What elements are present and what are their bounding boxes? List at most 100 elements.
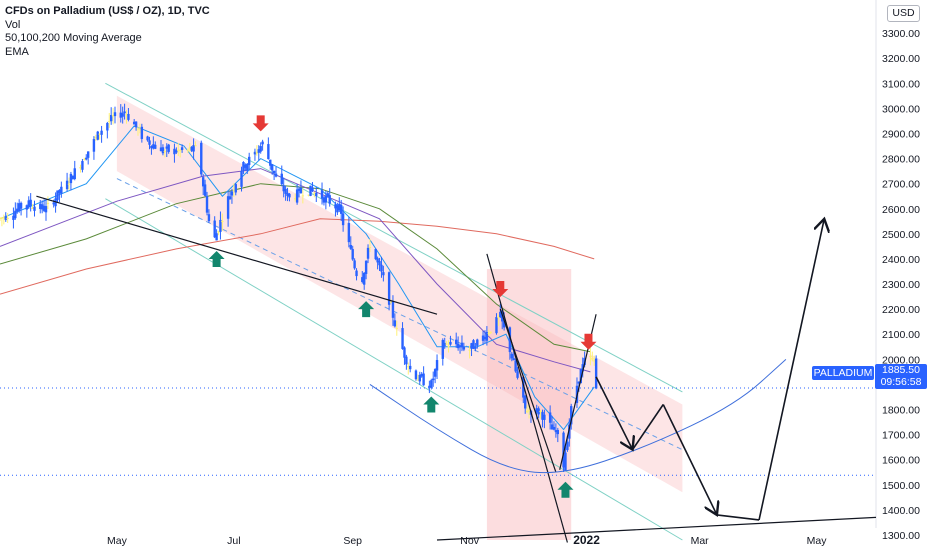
candle-body (108, 120, 111, 122)
candle-body (161, 147, 165, 154)
candle-body (134, 121, 138, 128)
candle-body (363, 272, 366, 285)
down-arrow-icon (252, 115, 269, 132)
candle-body (579, 369, 583, 384)
candle-body (255, 152, 259, 154)
ema-line (0, 125, 595, 431)
candle-body (234, 184, 237, 193)
candle-body (293, 198, 297, 200)
candle-body (272, 170, 276, 174)
candle-body (445, 343, 448, 345)
down-arrow-icon (492, 281, 509, 298)
candle-body (485, 331, 489, 341)
candle-body (69, 173, 73, 184)
candle-body (522, 376, 525, 398)
candle-body (242, 162, 245, 171)
candle-body (548, 412, 552, 423)
candle-body (92, 139, 96, 152)
candle-body (535, 408, 538, 413)
candle-body (594, 358, 598, 389)
candle-body (441, 339, 444, 359)
channel-zone (116, 95, 683, 493)
candle-body (215, 233, 218, 241)
candle-body (284, 188, 287, 194)
candle-body (240, 171, 243, 187)
candle-body (510, 353, 513, 359)
candle-body (42, 205, 46, 211)
candle-body (460, 342, 464, 348)
candle-body (391, 301, 395, 318)
candle-body (483, 336, 487, 340)
time-tick-label: Nov (460, 535, 479, 547)
candle-body (98, 133, 101, 135)
candle-body (497, 316, 500, 318)
candle-body (246, 163, 249, 171)
currency-button[interactable]: USD (887, 5, 920, 22)
support-line (436, 516, 877, 541)
candle-body (525, 410, 529, 413)
candle-body (347, 223, 351, 243)
candle-body (364, 260, 368, 274)
price-tick-label: 3100.00 (882, 78, 920, 90)
price-tick-label: 2700.00 (882, 179, 920, 191)
channel-lower-border (105, 198, 683, 541)
price-tick-label: 1400.00 (882, 505, 920, 517)
candle-body (226, 196, 230, 219)
candle-body (315, 193, 318, 196)
candle-body (230, 191, 234, 196)
candle-body (428, 385, 431, 388)
price-tick-label: 2000.00 (882, 354, 920, 366)
candle-body (324, 196, 328, 203)
candle-body (27, 200, 30, 207)
candle-body (127, 113, 130, 120)
candle-body (25, 205, 29, 210)
candle-body (499, 311, 502, 318)
candle-body (577, 381, 581, 384)
candle-body (307, 194, 310, 196)
candle-body (449, 341, 452, 345)
candle-body (71, 176, 75, 180)
price-tick-label: 3000.00 (882, 103, 920, 115)
candle-body (94, 137, 98, 139)
candle-body (297, 188, 301, 192)
candle-body (570, 406, 573, 425)
price-tick-label: 1600.00 (882, 455, 920, 467)
price-tick-label: 2100.00 (882, 329, 920, 341)
candle-body (527, 410, 531, 412)
candle-body (2, 217, 6, 219)
candle-body (409, 365, 412, 370)
price-tick-label: 1500.00 (882, 480, 920, 492)
price-tick-label: 2500.00 (882, 229, 920, 241)
candle-body (259, 146, 262, 152)
candle-body (173, 148, 176, 155)
candle-body (470, 343, 473, 349)
candle-body (309, 185, 312, 196)
candle-body (177, 149, 180, 151)
candle-body (0, 217, 4, 219)
candle-body (443, 342, 446, 346)
candle-body (328, 195, 331, 204)
time-tick-label: May (807, 535, 828, 547)
candle-body (378, 261, 381, 266)
ma100-line (0, 183, 591, 353)
candle-body (16, 208, 19, 212)
candle-body (593, 360, 596, 362)
candle-body (418, 374, 421, 382)
candle-body (487, 332, 490, 334)
candle-body (146, 136, 149, 141)
candle-body (188, 147, 191, 149)
price-tick-label: 2800.00 (882, 154, 920, 166)
candle-body (541, 411, 544, 420)
candle-body (274, 173, 278, 177)
candle-body (568, 424, 571, 439)
candle-body (14, 210, 17, 219)
candle-body (228, 196, 232, 200)
candle-body (81, 161, 84, 170)
candle-body (339, 204, 343, 214)
candle-body (313, 192, 316, 194)
candle-body (403, 347, 406, 358)
candle-body (514, 360, 517, 372)
candle-body (353, 260, 356, 269)
candle-body (201, 177, 205, 187)
